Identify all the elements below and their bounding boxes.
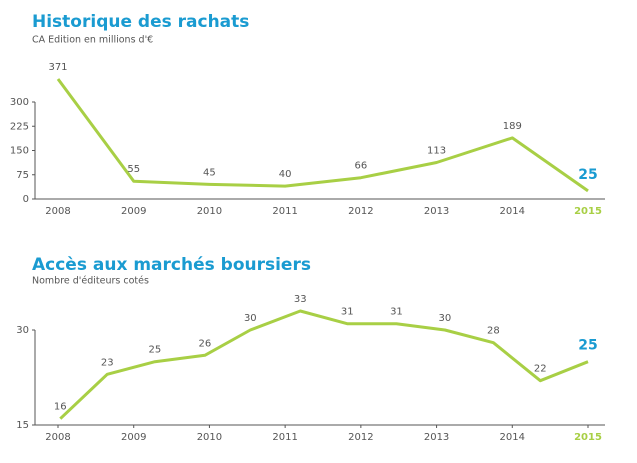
x-tick-label: 2013 xyxy=(424,206,449,217)
x-tick-label: 2012 xyxy=(348,206,373,217)
y-tick-label: 75 xyxy=(16,170,29,181)
data-label: 189 xyxy=(503,121,522,132)
y-tick-label: 15 xyxy=(16,420,29,431)
x-tick-label: 2008 xyxy=(45,432,70,443)
x-tick-label: 2015 xyxy=(574,432,602,443)
chart-title: Accès aux marchés boursiers xyxy=(32,255,311,275)
data-label: 25 xyxy=(578,338,597,354)
x-tick-label: 2014 xyxy=(500,206,525,217)
data-label: 113 xyxy=(427,145,446,156)
data-line xyxy=(56,78,589,193)
data-label: 31 xyxy=(390,307,403,318)
x-tick-label: 2015 xyxy=(574,206,602,217)
y-tick-label: 30 xyxy=(16,325,29,336)
data-label: 55 xyxy=(127,164,140,175)
data-label: 30 xyxy=(439,313,452,324)
data-label: 66 xyxy=(354,161,367,172)
data-label: 33 xyxy=(294,294,307,305)
x-tick-label: 2011 xyxy=(272,206,297,217)
y-tick-label: 150 xyxy=(10,146,29,157)
data-label: 26 xyxy=(199,338,212,349)
data-label: 25 xyxy=(149,345,162,356)
x-tick-label: 2012 xyxy=(348,432,373,443)
data-label: 40 xyxy=(279,169,292,180)
x-tick-label: 2010 xyxy=(197,432,222,443)
x-tick-label: 2008 xyxy=(45,206,70,217)
data-label: 371 xyxy=(48,62,67,73)
y-tick-label: 225 xyxy=(10,121,29,132)
data-label: 25 xyxy=(578,167,597,183)
x-tick-label: 2014 xyxy=(500,432,525,443)
x-tick-label: 2010 xyxy=(197,206,222,217)
data-label: 31 xyxy=(341,307,354,318)
y-tick-label: 0 xyxy=(23,194,29,205)
x-tick-label: 2009 xyxy=(121,432,146,443)
data-line xyxy=(59,309,589,420)
x-tick-label: 2009 xyxy=(121,206,146,217)
data-label: 45 xyxy=(203,167,216,178)
y-tick-label: 300 xyxy=(10,97,29,108)
x-tick-label: 2011 xyxy=(272,432,297,443)
data-label: 28 xyxy=(487,326,500,337)
data-label: 23 xyxy=(101,357,114,368)
data-label: 16 xyxy=(54,402,67,413)
x-tick-label: 2013 xyxy=(424,432,449,443)
chart-subtitle: CA Edition en millions d'€ xyxy=(32,35,153,46)
data-label: 22 xyxy=(534,364,547,375)
data-label: 30 xyxy=(244,313,257,324)
chart-subtitle: Nombre d'éditeurs cotés xyxy=(32,276,149,287)
chart-title: Historique des rachats xyxy=(32,12,249,32)
